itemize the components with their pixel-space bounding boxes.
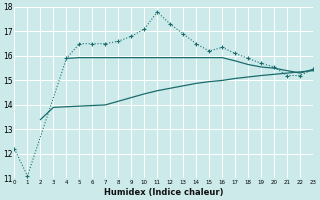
X-axis label: Humidex (Indice chaleur): Humidex (Indice chaleur) — [104, 188, 223, 197]
